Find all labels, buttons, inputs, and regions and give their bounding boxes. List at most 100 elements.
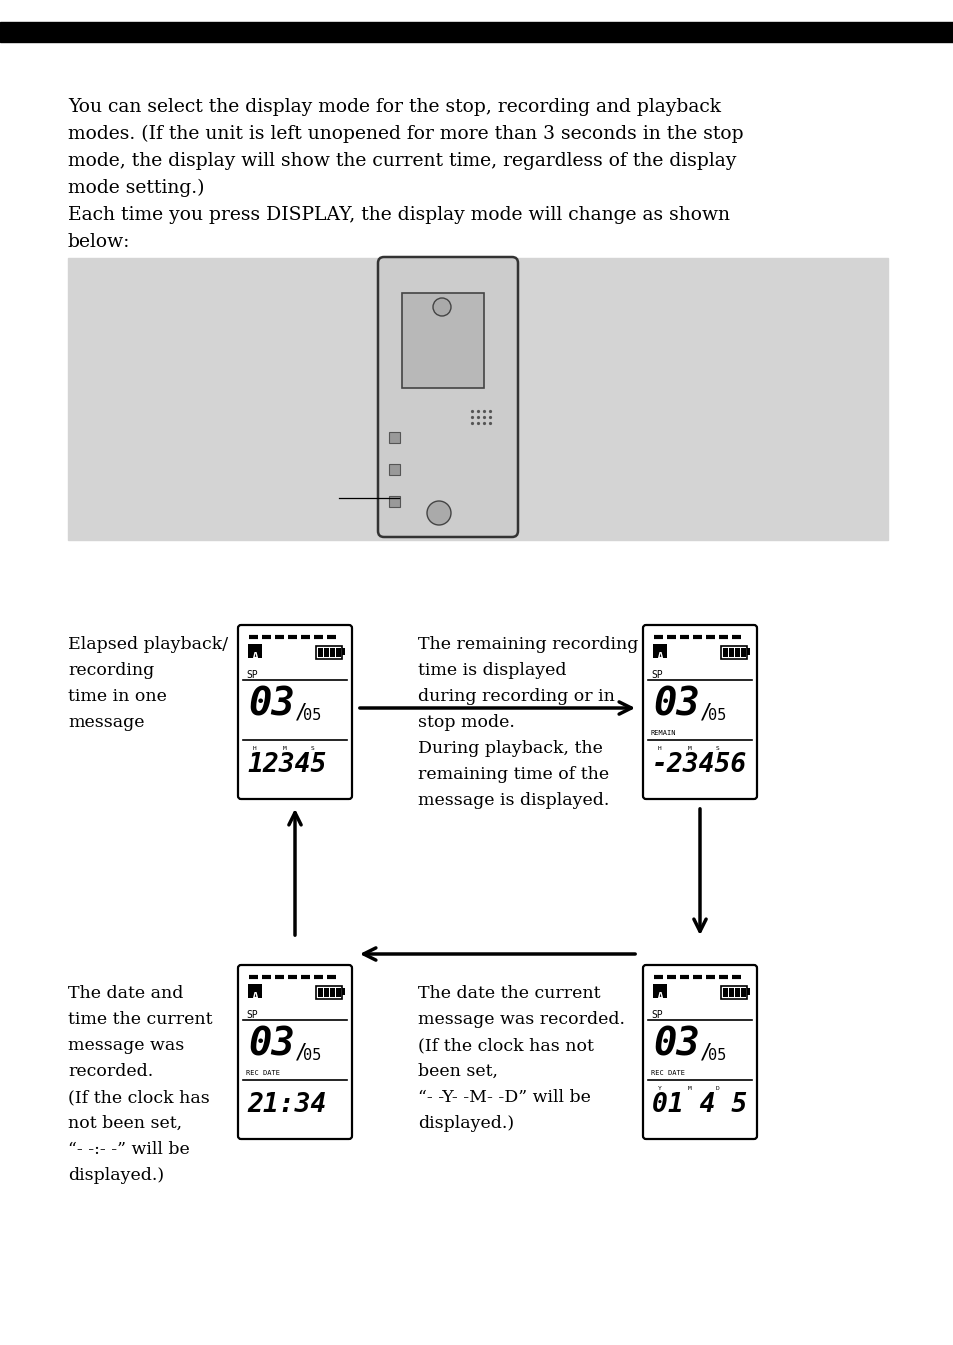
Text: The date the current: The date the current: [417, 985, 599, 1002]
Bar: [722, 989, 727, 997]
Text: SP: SP: [650, 670, 662, 681]
Text: 05: 05: [707, 707, 725, 724]
Bar: [746, 648, 749, 655]
FancyBboxPatch shape: [237, 964, 352, 1139]
Bar: [68, 258, 887, 539]
Bar: [330, 989, 335, 997]
Text: /: /: [700, 702, 712, 722]
Bar: [315, 646, 341, 659]
Text: not been set,: not been set,: [68, 1115, 182, 1132]
Bar: [317, 989, 323, 997]
Text: 03: 03: [652, 686, 699, 724]
Bar: [335, 648, 340, 656]
Text: REC DATE: REC DATE: [650, 1071, 684, 1076]
Bar: [341, 648, 345, 655]
Bar: [652, 644, 666, 658]
Text: stop mode.: stop mode.: [417, 714, 515, 730]
Text: REC DATE: REC DATE: [246, 1071, 280, 1076]
Text: recording: recording: [68, 662, 154, 679]
Text: 03: 03: [248, 686, 294, 724]
Text: The remaining recording: The remaining recording: [417, 636, 638, 654]
Text: Each time you press DISPLAY, the display mode will change as shown: Each time you press DISPLAY, the display…: [68, 206, 729, 225]
Text: A: A: [252, 651, 258, 664]
Bar: [728, 648, 733, 656]
Bar: [728, 989, 733, 997]
Text: (If the clock has not: (If the clock has not: [417, 1037, 594, 1054]
Circle shape: [427, 500, 451, 525]
Bar: [401, 293, 483, 387]
Text: SP: SP: [246, 670, 257, 681]
Bar: [734, 648, 740, 656]
Text: 12345: 12345: [247, 752, 326, 777]
Text: remaining time of the: remaining time of the: [417, 767, 608, 783]
Text: 03: 03: [248, 1026, 294, 1064]
Bar: [389, 464, 399, 475]
Text: 01 4 5: 01 4 5: [651, 1092, 746, 1118]
Bar: [389, 432, 399, 443]
Text: Y: Y: [658, 1085, 661, 1091]
Bar: [248, 644, 262, 658]
Text: time in one: time in one: [68, 689, 167, 705]
Text: 05: 05: [303, 1048, 321, 1063]
Text: REMAIN: REMAIN: [650, 730, 676, 736]
Text: SP: SP: [246, 1010, 257, 1020]
Text: S: S: [716, 746, 719, 751]
Text: During playback, the: During playback, the: [417, 740, 602, 757]
Text: during recording or in: during recording or in: [417, 689, 615, 705]
Text: mode setting.): mode setting.): [68, 179, 204, 198]
Text: A: A: [656, 651, 663, 664]
Text: 03: 03: [652, 1026, 699, 1064]
Text: message: message: [68, 714, 144, 730]
Text: time the current: time the current: [68, 1011, 213, 1028]
Bar: [324, 989, 329, 997]
Text: “- -:- -” will be: “- -:- -” will be: [68, 1141, 190, 1158]
Bar: [740, 989, 745, 997]
Text: time is displayed: time is displayed: [417, 662, 566, 679]
Bar: [720, 646, 746, 659]
Text: 05: 05: [303, 707, 321, 724]
Text: /: /: [294, 1042, 307, 1063]
Bar: [330, 648, 335, 656]
Text: -23456: -23456: [651, 752, 746, 777]
FancyBboxPatch shape: [642, 625, 757, 799]
FancyBboxPatch shape: [377, 257, 517, 537]
Bar: [734, 989, 740, 997]
Text: recorded.: recorded.: [68, 1063, 153, 1080]
Text: M: M: [687, 746, 691, 751]
Circle shape: [433, 299, 451, 316]
Text: message was: message was: [68, 1037, 184, 1054]
Text: been set,: been set,: [417, 1063, 497, 1080]
Bar: [652, 985, 666, 998]
Text: /: /: [294, 702, 307, 722]
Text: mode, the display will show the current time, regardless of the display: mode, the display will show the current …: [68, 152, 736, 169]
Text: below:: below:: [68, 233, 131, 252]
Text: A: A: [656, 991, 663, 1003]
Bar: [317, 648, 323, 656]
FancyBboxPatch shape: [237, 625, 352, 799]
Bar: [0, 22, 953, 42]
Text: Elapsed playback/: Elapsed playback/: [68, 636, 228, 654]
Text: (If the clock has: (If the clock has: [68, 1089, 210, 1106]
Text: displayed.): displayed.): [417, 1115, 514, 1132]
Bar: [740, 648, 745, 656]
Bar: [389, 496, 399, 507]
Text: A: A: [252, 991, 258, 1003]
Text: M: M: [687, 1085, 691, 1091]
Text: 05: 05: [707, 1048, 725, 1063]
Text: M: M: [283, 746, 287, 751]
Text: /: /: [700, 1042, 712, 1063]
Bar: [746, 989, 749, 995]
Text: “- -Y- -M- -D” will be: “- -Y- -M- -D” will be: [417, 1089, 590, 1106]
Text: message was recorded.: message was recorded.: [417, 1011, 624, 1028]
Text: modes. (If the unit is left unopened for more than 3 seconds in the stop: modes. (If the unit is left unopened for…: [68, 125, 742, 144]
Bar: [248, 985, 262, 998]
Text: 21:34: 21:34: [247, 1092, 326, 1118]
Bar: [335, 989, 340, 997]
Text: displayed.): displayed.): [68, 1167, 164, 1184]
Bar: [315, 986, 341, 999]
Text: SP: SP: [650, 1010, 662, 1020]
Text: The date and: The date and: [68, 985, 183, 1002]
Bar: [720, 986, 746, 999]
Text: You can select the display mode for the stop, recording and playback: You can select the display mode for the …: [68, 98, 720, 116]
Text: D: D: [716, 1085, 719, 1091]
